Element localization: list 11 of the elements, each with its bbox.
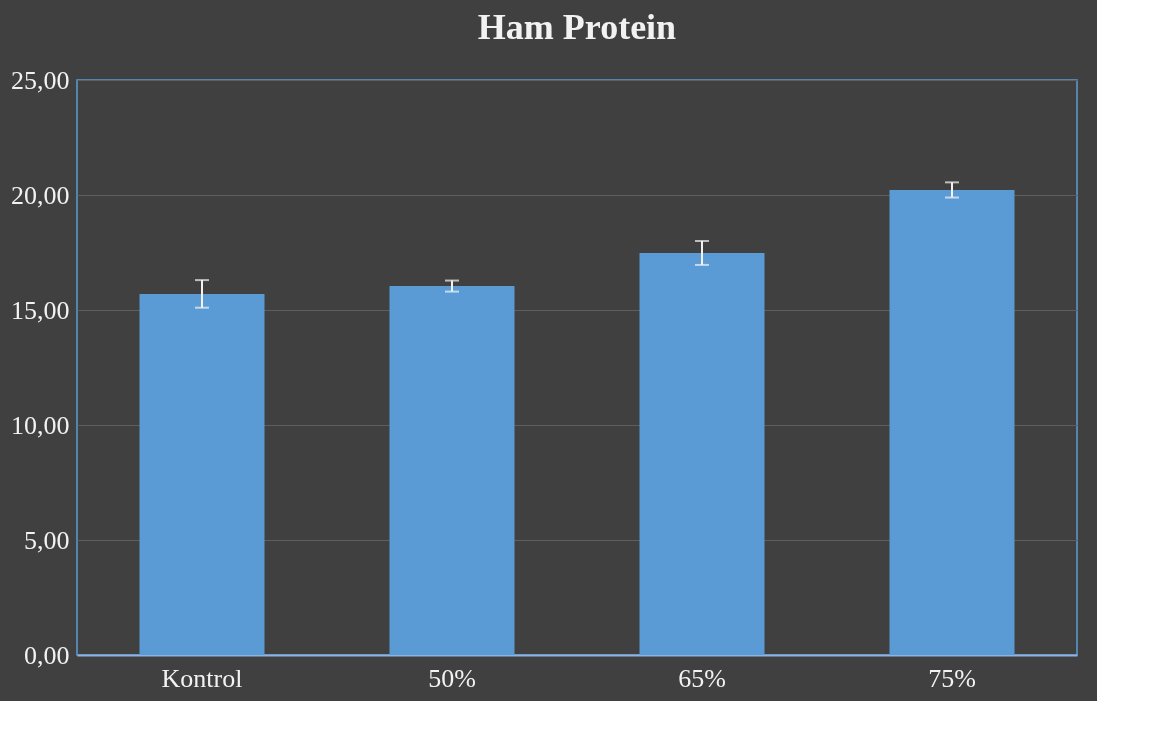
x-tick-label: Kontrol — [161, 663, 243, 693]
x-tick-label: 75% — [928, 663, 976, 693]
y-tick-label: 25,00 — [11, 65, 70, 95]
x-tick-label: 50% — [428, 663, 476, 693]
chart-title: Ham Protein — [477, 7, 677, 47]
y-tick-label: 10,00 — [11, 410, 70, 440]
y-tick-label: 15,00 — [11, 295, 70, 325]
x-tick-label: 65% — [678, 663, 726, 693]
y-tick-label: 5,00 — [24, 525, 70, 555]
y-tick-label: 20,00 — [11, 180, 70, 210]
y-tick-label: 0,00 — [24, 640, 70, 670]
